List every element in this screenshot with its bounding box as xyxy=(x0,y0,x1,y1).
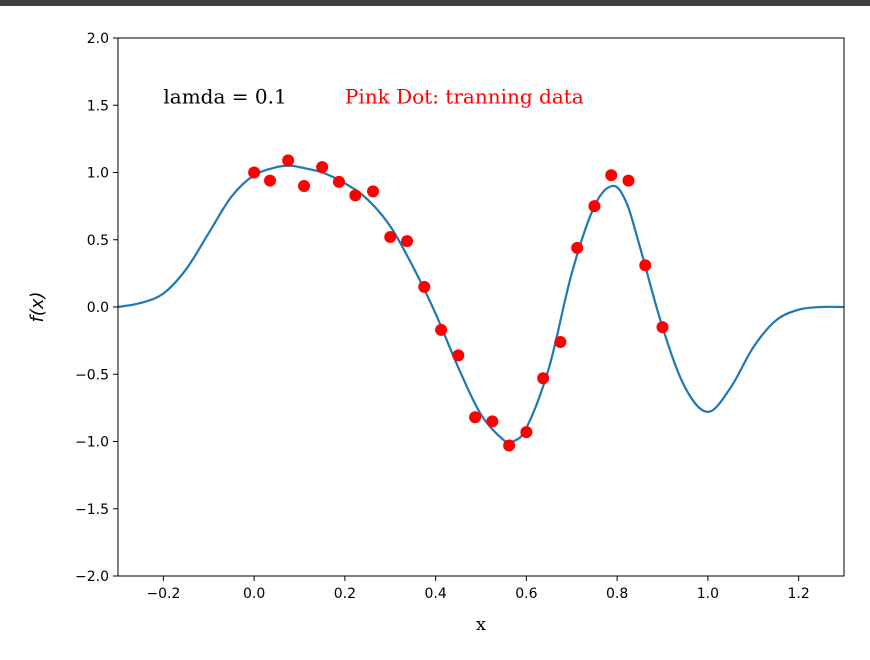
x-tick-label: 0.6 xyxy=(515,586,537,602)
training-point xyxy=(367,185,380,198)
training-point xyxy=(605,169,618,182)
x-tick-label: 0.8 xyxy=(606,586,628,602)
training-point xyxy=(282,154,295,167)
training-points xyxy=(248,154,669,452)
y-tick-label: 1.0 xyxy=(87,166,109,182)
x-tick-label: 0.0 xyxy=(243,586,265,602)
y-tick-label: 0.0 xyxy=(87,300,109,316)
training-point xyxy=(264,174,277,187)
figure-window: −0.2 0.0 0.2 0.4 0.6 0.8 1.0 1.2 −2.0 −1.5 −1.0 −0.… xyxy=(0,6,870,660)
chart: −0.2 0.0 0.2 0.4 0.6 0.8 1.0 1.2 −2.0 −1.5 −1.0 −0.… xyxy=(27,31,845,635)
training-point xyxy=(537,372,550,385)
training-point xyxy=(486,415,499,428)
training-point xyxy=(469,411,482,424)
training-point xyxy=(571,241,584,254)
training-point xyxy=(656,321,669,334)
legend-annotation: Pink Dot: tranning data xyxy=(345,84,584,108)
training-point xyxy=(435,323,448,336)
y-axis-label: f(x) xyxy=(27,291,48,322)
y-tick-label: −1.5 xyxy=(75,502,109,518)
lambda-annotation: lamda = 0.1 xyxy=(163,84,286,108)
training-point xyxy=(332,175,345,188)
x-tick-label: 0.4 xyxy=(424,586,446,602)
fitted-curve xyxy=(117,164,845,445)
y-tick-label: −1.0 xyxy=(75,435,109,451)
x-tick-label: 1.2 xyxy=(787,586,809,602)
training-point xyxy=(298,179,311,192)
training-point xyxy=(384,231,397,244)
y-tick-label: 0.5 xyxy=(87,233,109,249)
training-point xyxy=(554,335,567,348)
training-point xyxy=(503,439,516,452)
training-point xyxy=(349,189,362,202)
x-tick-label: 0.2 xyxy=(334,586,356,602)
training-point xyxy=(588,200,601,213)
x-tick-label: 1.0 xyxy=(697,586,719,602)
axis-ticks: −0.2 0.0 0.2 0.4 0.6 0.8 1.0 1.2 −2.0 −1.5 −1.0 −0.… xyxy=(75,31,810,602)
training-point xyxy=(248,166,261,179)
training-point xyxy=(418,280,431,293)
training-point xyxy=(639,259,652,272)
training-point xyxy=(452,349,465,362)
training-point xyxy=(316,161,329,174)
y-tick-label: 2.0 xyxy=(87,31,109,47)
y-tick-label: −0.5 xyxy=(75,367,109,383)
training-point xyxy=(401,235,414,248)
x-tick-label: −0.2 xyxy=(146,586,180,602)
y-tick-label: 1.5 xyxy=(87,98,109,114)
y-tick-label: −2.0 xyxy=(75,569,109,585)
training-point xyxy=(520,426,533,439)
training-point xyxy=(622,174,635,187)
axes-frame xyxy=(117,37,845,577)
x-axis-label: x xyxy=(476,614,486,635)
